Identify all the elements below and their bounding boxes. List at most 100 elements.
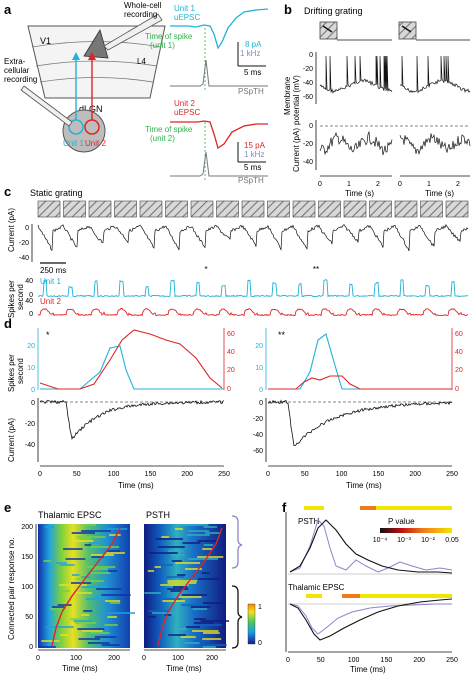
static-grating-box (292, 200, 316, 218)
x-tick-label: 50 (317, 657, 325, 664)
e-ytick-100: 100 (21, 584, 33, 591)
heatmap-row-segment (101, 594, 131, 596)
heatmap-row-segment (91, 572, 111, 574)
heatmap-row-segment (86, 580, 104, 582)
panel-e: e Thalamic EPSC PSTH Connected pair resp… (4, 500, 262, 673)
trace2-title-2: uEPSC (174, 108, 200, 117)
e-title-left: Thalamic EPSC (38, 510, 102, 520)
heatmap-row-segment (78, 638, 101, 640)
f-psth-sig-1 (304, 506, 324, 510)
e-rx-200: 200 (206, 655, 218, 662)
heatmap-row-segment (110, 602, 121, 604)
d-rate-ylabel-1: Spikes per (7, 354, 16, 392)
b-xtick-0b: 0 (398, 181, 402, 188)
x-tick-label: 200 (181, 471, 193, 478)
heatmap-row-segment (168, 550, 184, 552)
heatmap-row-segment (41, 640, 60, 642)
heatmap-row-segment (160, 564, 173, 566)
current-ylabel-b: Current (pA) (292, 128, 301, 172)
c-current-trace (37, 223, 469, 252)
unit1-arrow-icon (72, 52, 80, 60)
scale2-ms: 5 ms (244, 163, 261, 172)
e-right-xlabel: Time (ms) (166, 664, 202, 673)
heatmap-row-segment (175, 528, 183, 530)
pspth1-trace (170, 59, 268, 87)
dlgn-label: dLGN (79, 104, 103, 114)
d-rc-tick-40: -40 (253, 432, 263, 439)
e-lx-100: 100 (70, 655, 82, 662)
b-xtick-2: 2 (376, 181, 380, 188)
membrane-ylabel-1: Membrane (283, 76, 292, 115)
e-ytick-0: 0 (29, 644, 33, 651)
b-xlabel: Time (s) (345, 189, 374, 198)
trace1-title-2: uEPSC (174, 13, 200, 22)
heatmap-row-segment (162, 600, 185, 602)
heatmap-row-segment (163, 598, 182, 600)
membrane-ylabel-2: potential (mV) (292, 75, 301, 125)
heatmap-row-segment (83, 610, 93, 612)
heatmap-row-segment (87, 642, 110, 644)
heatmap-row-segment (71, 574, 80, 576)
b-xtick-0: 0 (318, 181, 322, 188)
scale2-khz: 1 kHz (244, 150, 264, 159)
static-grating-box (216, 200, 239, 218)
e-title-right: PSTH (146, 510, 170, 520)
heatmap-row-segment (105, 600, 121, 602)
heatmap-row-segment (154, 566, 161, 568)
heatmap-row-segment (94, 596, 106, 598)
d-rl-tick-20: 20 (255, 343, 263, 350)
unit2-label: Unit 2 (85, 139, 106, 148)
heatmap-row-segment (60, 564, 75, 566)
cortical-neuron-icon (83, 29, 109, 59)
d-current-ylabel: Current (pA) (7, 418, 16, 462)
panel-e-letter: e (4, 500, 11, 515)
heatmap-row-segment (157, 546, 185, 548)
heatmap-row-segment (63, 548, 83, 550)
e-rx-100: 100 (172, 655, 184, 662)
x-tick-label: 200 (409, 471, 421, 478)
f-epsc-black-trace (289, 598, 453, 641)
heatmap-row-segment (152, 612, 175, 614)
static-grating-box (420, 200, 443, 218)
heatmap-row-segment (90, 632, 110, 634)
heatmap-row-segment (109, 534, 121, 536)
heatmap-row-segment (181, 594, 207, 596)
heatmap-row-segment (50, 608, 66, 610)
heatmap-row-segment (78, 538, 92, 540)
heatmap-row-segment (59, 584, 87, 586)
scale1-ms: 5 ms (244, 68, 261, 77)
heatmap-row-segment (57, 604, 72, 606)
c-tick-20: -20 (19, 240, 29, 247)
e-bracket-lavender (231, 515, 243, 569)
d-left-current-trace (39, 399, 225, 441)
x-tick-label: 150 (373, 471, 385, 478)
heatmap-row-segment (91, 556, 104, 558)
spike2-label-1: Time of spike (145, 125, 193, 134)
panel-c: c Static grating Current (pA) 0 -20 -40 … (4, 184, 469, 318)
static-grating-box (165, 200, 188, 218)
heatmap-row-segment (194, 622, 214, 624)
d-left-unit2-rate (39, 329, 223, 390)
f-pvalue-label: P value (388, 517, 415, 526)
d-rl-tick-10: 10 (255, 365, 263, 372)
c-unit2-rate-trace (37, 307, 469, 317)
d-rc-tick-60: -60 (253, 448, 263, 455)
d-rc-tick-0: 0 (259, 400, 263, 407)
static-grating-box (63, 200, 86, 218)
scale2-pa: 15 pA (244, 141, 266, 150)
current-trace-b2 (399, 133, 471, 156)
x-tick-label: 100 (108, 471, 120, 478)
heatmap-row-segment (46, 626, 74, 628)
heatmap-row-segment (81, 586, 108, 588)
heatmap-row-segment (94, 636, 117, 638)
f-x-ticks: 0 50 100 150 200 250 (286, 657, 458, 664)
heatmap-row-segment (203, 526, 217, 528)
c-star-2: ** (313, 265, 319, 274)
e-bracket-black (231, 585, 243, 649)
heatmap-row-segment (77, 628, 105, 630)
heatmap-row-segment (101, 644, 120, 646)
cur-tick-20: -20 (303, 141, 313, 148)
d-rl-tick-0: 0 (259, 387, 263, 394)
d-right-star: ** (278, 330, 286, 340)
heatmap-row-segment (155, 538, 183, 540)
